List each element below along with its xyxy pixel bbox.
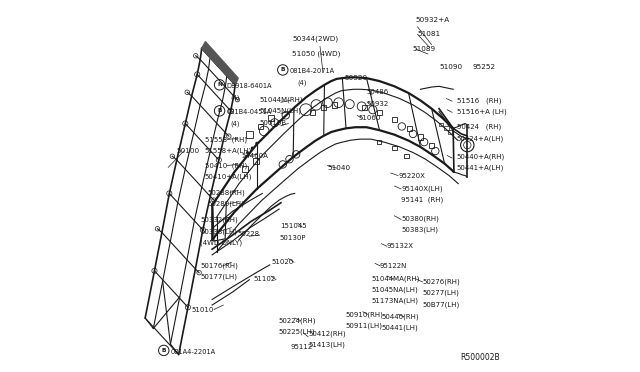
Bar	[376, 140, 381, 144]
Text: 081B4-0451A: 081B4-0451A	[227, 109, 271, 115]
Bar	[444, 126, 449, 130]
Bar	[377, 110, 382, 115]
Bar	[253, 158, 259, 164]
Text: 51060: 51060	[358, 115, 381, 121]
Text: 95140X(LH): 95140X(LH)	[401, 186, 443, 192]
Text: 50410+A(LH): 50410+A(LH)	[205, 173, 252, 180]
Text: 51020: 51020	[271, 259, 294, 265]
Bar	[332, 102, 337, 108]
Text: 54460A: 54460A	[242, 153, 269, 159]
Text: 50333(LH): 50333(LH)	[200, 228, 237, 235]
Text: 95122N: 95122N	[380, 263, 407, 269]
Text: (4WD ONLY): (4WD ONLY)	[200, 239, 243, 246]
Text: 50332(RH): 50332(RH)	[200, 217, 238, 224]
Circle shape	[246, 151, 249, 154]
Text: (4): (4)	[230, 120, 239, 127]
Text: 50B77(LH): 50B77(LH)	[422, 301, 460, 308]
Text: 51081: 51081	[417, 31, 440, 37]
Text: 51044M(RH): 51044M(RH)	[260, 96, 303, 103]
Bar	[438, 123, 443, 126]
Text: 50224(RH): 50224(RH)	[278, 317, 316, 324]
Text: 50383(LH): 50383(LH)	[401, 227, 438, 233]
Text: 51089: 51089	[412, 46, 435, 52]
Text: R500002B: R500002B	[461, 353, 500, 362]
Text: 50410  (RH): 50410 (RH)	[205, 162, 247, 169]
Text: 51516   (RH): 51516 (RH)	[457, 97, 501, 104]
Text: 95112: 95112	[291, 344, 312, 350]
Text: B: B	[280, 67, 285, 73]
Text: 50010B: 50010B	[260, 120, 287, 126]
Text: 51040: 51040	[328, 165, 351, 171]
Text: 50130P: 50130P	[279, 235, 305, 241]
Bar	[448, 130, 452, 134]
Text: 51516+A (LH): 51516+A (LH)	[457, 108, 507, 115]
Bar	[418, 134, 423, 140]
Bar	[392, 146, 397, 150]
Text: (4): (4)	[297, 79, 307, 86]
Text: 50380(RH): 50380(RH)	[401, 215, 439, 222]
Text: 51044MA(RH): 51044MA(RH)	[371, 275, 420, 282]
Circle shape	[255, 142, 259, 145]
Text: 50440(RH): 50440(RH)	[381, 314, 419, 320]
Bar	[246, 131, 253, 138]
Text: 081A4-2201A: 081A4-2201A	[170, 349, 216, 355]
Text: 50911(LH): 50911(LH)	[346, 322, 382, 329]
Text: 081B4-2071A: 081B4-2071A	[289, 68, 335, 74]
Text: 51045N(LH): 51045N(LH)	[260, 107, 301, 114]
Text: 50486: 50486	[367, 89, 388, 95]
Bar	[321, 105, 326, 110]
Text: N: N	[217, 82, 222, 87]
Text: 51090: 51090	[439, 64, 462, 70]
Bar	[310, 110, 315, 115]
Text: 51102: 51102	[254, 276, 276, 282]
Text: 51558+A(LH): 51558+A(LH)	[205, 147, 252, 154]
Text: 50441+A(LH): 50441+A(LH)	[457, 165, 504, 171]
Text: 51413(LH): 51413(LH)	[308, 342, 345, 349]
Bar	[429, 143, 434, 148]
Bar	[242, 166, 248, 172]
Text: 95252: 95252	[472, 64, 495, 70]
Polygon shape	[202, 42, 238, 85]
Text: 50932+A: 50932+A	[415, 17, 449, 23]
Text: 50424+A(LH): 50424+A(LH)	[457, 135, 504, 142]
Text: (4): (4)	[230, 94, 239, 101]
Text: 50424   (RH): 50424 (RH)	[457, 124, 501, 131]
Text: 50910(RH): 50910(RH)	[346, 311, 383, 318]
Text: B: B	[161, 348, 166, 353]
Text: 50100: 50100	[177, 148, 200, 154]
Text: 50288(RH): 50288(RH)	[207, 189, 245, 196]
Text: 50412(RH): 50412(RH)	[308, 331, 346, 337]
Text: 50344(2WD): 50344(2WD)	[292, 36, 338, 42]
Text: 50289(LH): 50289(LH)	[207, 200, 244, 207]
Bar	[404, 154, 408, 158]
Text: 51010: 51010	[191, 307, 214, 312]
Text: 51045NA(LH): 51045NA(LH)	[371, 286, 418, 293]
Text: 50441(LH): 50441(LH)	[381, 325, 419, 331]
Bar	[362, 105, 367, 110]
Bar	[406, 126, 412, 131]
Text: 95141  (RH): 95141 (RH)	[401, 197, 444, 203]
Text: D8918-6401A: D8918-6401A	[227, 83, 272, 89]
Text: 50932: 50932	[367, 101, 388, 107]
Bar	[257, 124, 264, 129]
Bar	[392, 117, 397, 122]
Text: 50276(RH): 50276(RH)	[422, 279, 460, 285]
Circle shape	[251, 147, 254, 150]
Text: B: B	[218, 108, 221, 113]
Text: 51558  (RH): 51558 (RH)	[205, 136, 247, 143]
Text: 50176(RH): 50176(RH)	[200, 262, 238, 269]
Text: 50277(LH): 50277(LH)	[422, 290, 460, 296]
Text: 50228: 50228	[237, 231, 260, 237]
Text: 151045: 151045	[280, 223, 307, 229]
Text: 51173NA(LH): 51173NA(LH)	[371, 297, 419, 304]
Text: 50177(LH): 50177(LH)	[200, 273, 237, 280]
Text: 50440+A(RH): 50440+A(RH)	[457, 154, 505, 160]
Text: 51050 (4WD): 51050 (4WD)	[292, 51, 340, 57]
Bar	[268, 115, 274, 121]
Text: 95132X: 95132X	[387, 243, 414, 249]
Text: 95220X: 95220X	[398, 173, 425, 179]
Text: 50225(LH): 50225(LH)	[278, 328, 315, 335]
Text: 50920: 50920	[344, 75, 367, 81]
